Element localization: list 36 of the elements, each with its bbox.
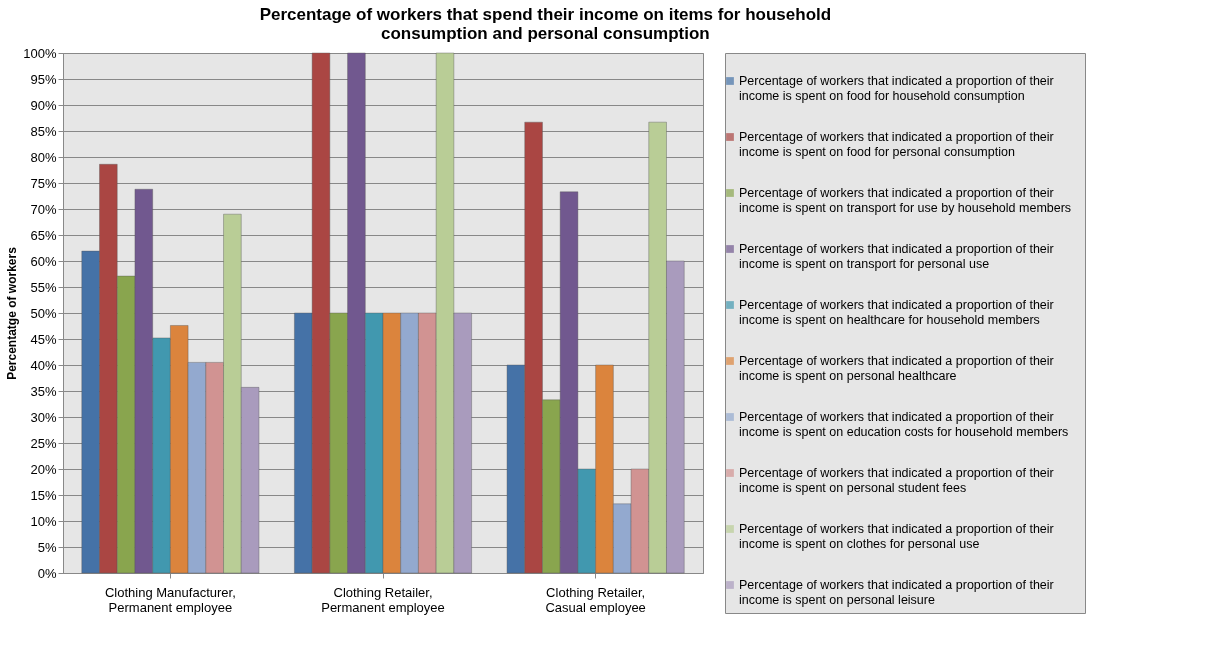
y-tick-label: 0% [37,565,57,581]
y-tick-label: 50% [30,305,57,321]
y-tick-label: 25% [30,435,57,451]
chart-title: Percentage of workers that spend their income on items for household consumption and personal consumption [259,4,832,43]
y-tick-label: 60% [30,253,57,269]
x-tick-label: Clothing Manufacturer, Permanent employee [104,585,236,615]
y-tick-label: 5% [37,539,57,555]
y-tick-label: 65% [30,227,57,243]
y-tick-label: 55% [30,279,57,295]
y-tick-label: 45% [30,331,57,347]
legend-label: Percentage of workers that indicated a proportion of their income is spent on education costs for household members [739,410,1069,439]
y-tick-label: 95% [30,71,57,87]
y-tick-label: 20% [30,461,57,477]
x-tick-label: Clothing Retailer, Permanent employee [321,585,445,615]
legend-label: Percentage of workers that indicated a proportion of their income is spent on personal student fees [739,466,1054,495]
y-tick-label: 85% [30,123,57,139]
legend-label: Percentage of workers that indicated a proportion of their income is spent on healthcare for household members [739,298,1054,327]
legend-label: Percentage of workers that indicated a proportion of their income is spent on personal leisure [739,578,1054,607]
y-tick-label: 40% [30,357,57,373]
y-tick-label: 70% [30,201,57,217]
y-tick-label: 100% [23,45,57,61]
y-tick-label: 80% [30,149,57,165]
y-tick-label: 35% [30,383,57,399]
legend-label: Percentage of workers that indicated a proportion of their income is spent on personal healthcare [739,354,1054,383]
y-tick-label: 90% [30,97,57,113]
legend-label: Percentage of workers that indicated a proportion of their income is spent on clothes for personal use [739,522,1054,551]
y-tick-label: 75% [30,175,57,191]
legend-label: Percentage of workers that indicated a proportion of their income is spent on food for personal consumption [739,130,1054,159]
x-tick-label: Clothing Retailer, Casual employee [545,585,646,615]
y-tick-label: 30% [30,409,57,425]
y-axis-title: Percentatge of workers [5,246,20,380]
y-tick-label: 10% [30,513,57,529]
legend-label: Percentage of workers that indicated a proportion of their income is spent on transport for use by household members [739,186,1072,215]
legend-label: Percentage of workers that indicated a proportion of their income is spent on transport for personal use [739,242,1054,271]
legend-label: Percentage of workers that indicated a proportion of their income is spent on food for household consumption [739,74,1054,103]
y-tick-label: 15% [30,487,57,503]
